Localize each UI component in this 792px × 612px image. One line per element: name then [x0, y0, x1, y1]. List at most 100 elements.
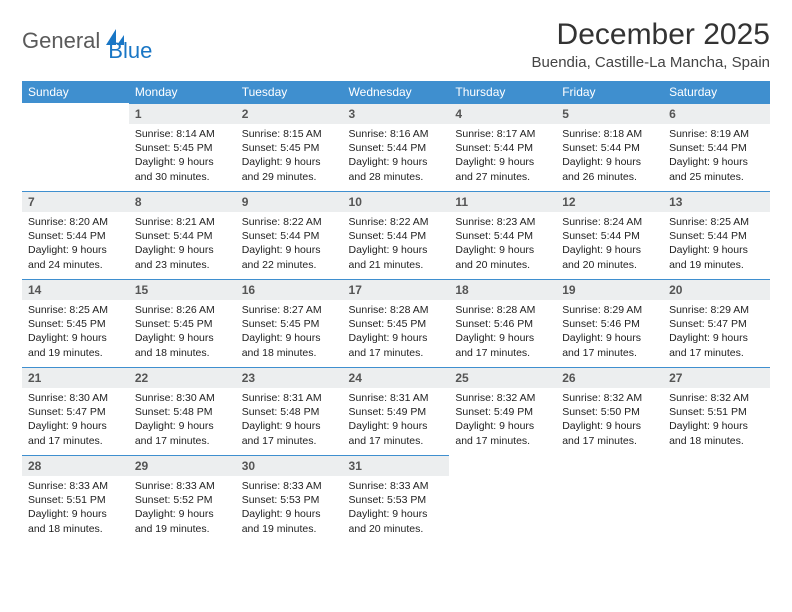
- sunrise-text: Sunrise: 8:33 AM: [349, 479, 444, 493]
- day-number: 22: [129, 367, 236, 388]
- sunset-text: Sunset: 5:44 PM: [349, 229, 444, 243]
- day-cell: 7Sunrise: 8:20 AMSunset: 5:44 PMDaylight…: [22, 191, 129, 279]
- weekday-header: Sunday: [22, 81, 129, 103]
- day-cell: 5Sunrise: 8:18 AMSunset: 5:44 PMDaylight…: [556, 103, 663, 191]
- sunset-text: Sunset: 5:44 PM: [562, 141, 657, 155]
- sunrise-text: Sunrise: 8:19 AM: [669, 127, 764, 141]
- day-number: 17: [343, 279, 450, 300]
- day-details: Sunrise: 8:17 AMSunset: 5:44 PMDaylight:…: [449, 124, 556, 190]
- sunrise-text: Sunrise: 8:15 AM: [242, 127, 337, 141]
- sunrise-text: Sunrise: 8:24 AM: [562, 215, 657, 229]
- sunset-text: Sunset: 5:51 PM: [28, 493, 123, 507]
- sunset-text: Sunset: 5:49 PM: [349, 405, 444, 419]
- day-number: 27: [663, 367, 770, 388]
- day-details: Sunrise: 8:33 AMSunset: 5:53 PMDaylight:…: [343, 476, 450, 542]
- daylight-text: Daylight: 9 hours and 17 minutes.: [135, 419, 230, 447]
- day-cell: 10Sunrise: 8:22 AMSunset: 5:44 PMDayligh…: [343, 191, 450, 279]
- day-number: 11: [449, 191, 556, 212]
- day-cell: 8Sunrise: 8:21 AMSunset: 5:44 PMDaylight…: [129, 191, 236, 279]
- day-number: 5: [556, 103, 663, 124]
- daylight-text: Daylight: 9 hours and 18 minutes.: [669, 419, 764, 447]
- day-details: Sunrise: 8:32 AMSunset: 5:49 PMDaylight:…: [449, 388, 556, 454]
- sunset-text: Sunset: 5:45 PM: [242, 141, 337, 155]
- day-details: Sunrise: 8:28 AMSunset: 5:45 PMDaylight:…: [343, 300, 450, 366]
- day-details: Sunrise: 8:32 AMSunset: 5:50 PMDaylight:…: [556, 388, 663, 454]
- daylight-text: Daylight: 9 hours and 27 minutes.: [455, 155, 550, 183]
- day-number: 10: [343, 191, 450, 212]
- daylight-text: Daylight: 9 hours and 17 minutes.: [242, 419, 337, 447]
- daylight-text: Daylight: 9 hours and 29 minutes.: [242, 155, 337, 183]
- weekday-header: Monday: [129, 81, 236, 103]
- day-details: Sunrise: 8:20 AMSunset: 5:44 PMDaylight:…: [22, 212, 129, 278]
- day-cell: ..: [556, 455, 663, 543]
- day-number: 28: [22, 455, 129, 476]
- day-details: Sunrise: 8:31 AMSunset: 5:49 PMDaylight:…: [343, 388, 450, 454]
- header: General Blue December 2025 Buendia, Cast…: [22, 18, 770, 71]
- day-number: 19: [556, 279, 663, 300]
- weekday-header: Wednesday: [343, 81, 450, 103]
- sunset-text: Sunset: 5:53 PM: [242, 493, 337, 507]
- sunrise-text: Sunrise: 8:32 AM: [562, 391, 657, 405]
- day-details: Sunrise: 8:32 AMSunset: 5:51 PMDaylight:…: [663, 388, 770, 454]
- daylight-text: Daylight: 9 hours and 17 minutes.: [562, 419, 657, 447]
- day-cell: 9Sunrise: 8:22 AMSunset: 5:44 PMDaylight…: [236, 191, 343, 279]
- sunrise-text: Sunrise: 8:21 AM: [135, 215, 230, 229]
- sunset-text: Sunset: 5:52 PM: [135, 493, 230, 507]
- sunset-text: Sunset: 5:47 PM: [28, 405, 123, 419]
- sunrise-text: Sunrise: 8:29 AM: [562, 303, 657, 317]
- day-cell: 14Sunrise: 8:25 AMSunset: 5:45 PMDayligh…: [22, 279, 129, 367]
- day-number: 25: [449, 367, 556, 388]
- day-cell: 26Sunrise: 8:32 AMSunset: 5:50 PMDayligh…: [556, 367, 663, 455]
- sunset-text: Sunset: 5:45 PM: [135, 317, 230, 331]
- daylight-text: Daylight: 9 hours and 19 minutes.: [135, 507, 230, 535]
- logo: General Blue: [22, 18, 152, 64]
- sunrise-text: Sunrise: 8:32 AM: [669, 391, 764, 405]
- sunrise-text: Sunrise: 8:25 AM: [28, 303, 123, 317]
- day-cell: 19Sunrise: 8:29 AMSunset: 5:46 PMDayligh…: [556, 279, 663, 367]
- day-number: 31: [343, 455, 450, 476]
- sunset-text: Sunset: 5:48 PM: [135, 405, 230, 419]
- day-details: Sunrise: 8:29 AMSunset: 5:47 PMDaylight:…: [663, 300, 770, 366]
- sunset-text: Sunset: 5:44 PM: [562, 229, 657, 243]
- day-cell: ..: [22, 103, 129, 191]
- day-details: Sunrise: 8:30 AMSunset: 5:47 PMDaylight:…: [22, 388, 129, 454]
- daylight-text: Daylight: 9 hours and 19 minutes.: [669, 243, 764, 271]
- daylight-text: Daylight: 9 hours and 24 minutes.: [28, 243, 123, 271]
- weekday-header-row: Sunday Monday Tuesday Wednesday Thursday…: [22, 81, 770, 103]
- day-details: Sunrise: 8:25 AMSunset: 5:45 PMDaylight:…: [22, 300, 129, 366]
- day-cell: 30Sunrise: 8:33 AMSunset: 5:53 PMDayligh…: [236, 455, 343, 543]
- day-cell: 23Sunrise: 8:31 AMSunset: 5:48 PMDayligh…: [236, 367, 343, 455]
- location-text: Buendia, Castille-La Mancha, Spain: [532, 54, 770, 71]
- sunset-text: Sunset: 5:45 PM: [349, 317, 444, 331]
- day-details: Sunrise: 8:15 AMSunset: 5:45 PMDaylight:…: [236, 124, 343, 190]
- weekday-header: Saturday: [663, 81, 770, 103]
- day-details: Sunrise: 8:16 AMSunset: 5:44 PMDaylight:…: [343, 124, 450, 190]
- day-details: Sunrise: 8:24 AMSunset: 5:44 PMDaylight:…: [556, 212, 663, 278]
- day-number: 6: [663, 103, 770, 124]
- daylight-text: Daylight: 9 hours and 25 minutes.: [669, 155, 764, 183]
- sunrise-text: Sunrise: 8:28 AM: [349, 303, 444, 317]
- sunrise-text: Sunrise: 8:33 AM: [135, 479, 230, 493]
- sunset-text: Sunset: 5:46 PM: [455, 317, 550, 331]
- day-cell: 16Sunrise: 8:27 AMSunset: 5:45 PMDayligh…: [236, 279, 343, 367]
- sunset-text: Sunset: 5:44 PM: [455, 141, 550, 155]
- day-cell: 22Sunrise: 8:30 AMSunset: 5:48 PMDayligh…: [129, 367, 236, 455]
- daylight-text: Daylight: 9 hours and 18 minutes.: [242, 331, 337, 359]
- day-cell: 4Sunrise: 8:17 AMSunset: 5:44 PMDaylight…: [449, 103, 556, 191]
- sunset-text: Sunset: 5:44 PM: [135, 229, 230, 243]
- sunrise-text: Sunrise: 8:22 AM: [349, 215, 444, 229]
- day-cell: 12Sunrise: 8:24 AMSunset: 5:44 PMDayligh…: [556, 191, 663, 279]
- sunrise-text: Sunrise: 8:17 AM: [455, 127, 550, 141]
- day-cell: 15Sunrise: 8:26 AMSunset: 5:45 PMDayligh…: [129, 279, 236, 367]
- day-number: 30: [236, 455, 343, 476]
- day-number: 12: [556, 191, 663, 212]
- daylight-text: Daylight: 9 hours and 20 minutes.: [455, 243, 550, 271]
- day-cell: 20Sunrise: 8:29 AMSunset: 5:47 PMDayligh…: [663, 279, 770, 367]
- day-number: 8: [129, 191, 236, 212]
- weekday-header: Tuesday: [236, 81, 343, 103]
- sunrise-text: Sunrise: 8:29 AM: [669, 303, 764, 317]
- day-details: Sunrise: 8:26 AMSunset: 5:45 PMDaylight:…: [129, 300, 236, 366]
- day-cell: 31Sunrise: 8:33 AMSunset: 5:53 PMDayligh…: [343, 455, 450, 543]
- week-row: 7Sunrise: 8:20 AMSunset: 5:44 PMDaylight…: [22, 191, 770, 279]
- day-cell: 27Sunrise: 8:32 AMSunset: 5:51 PMDayligh…: [663, 367, 770, 455]
